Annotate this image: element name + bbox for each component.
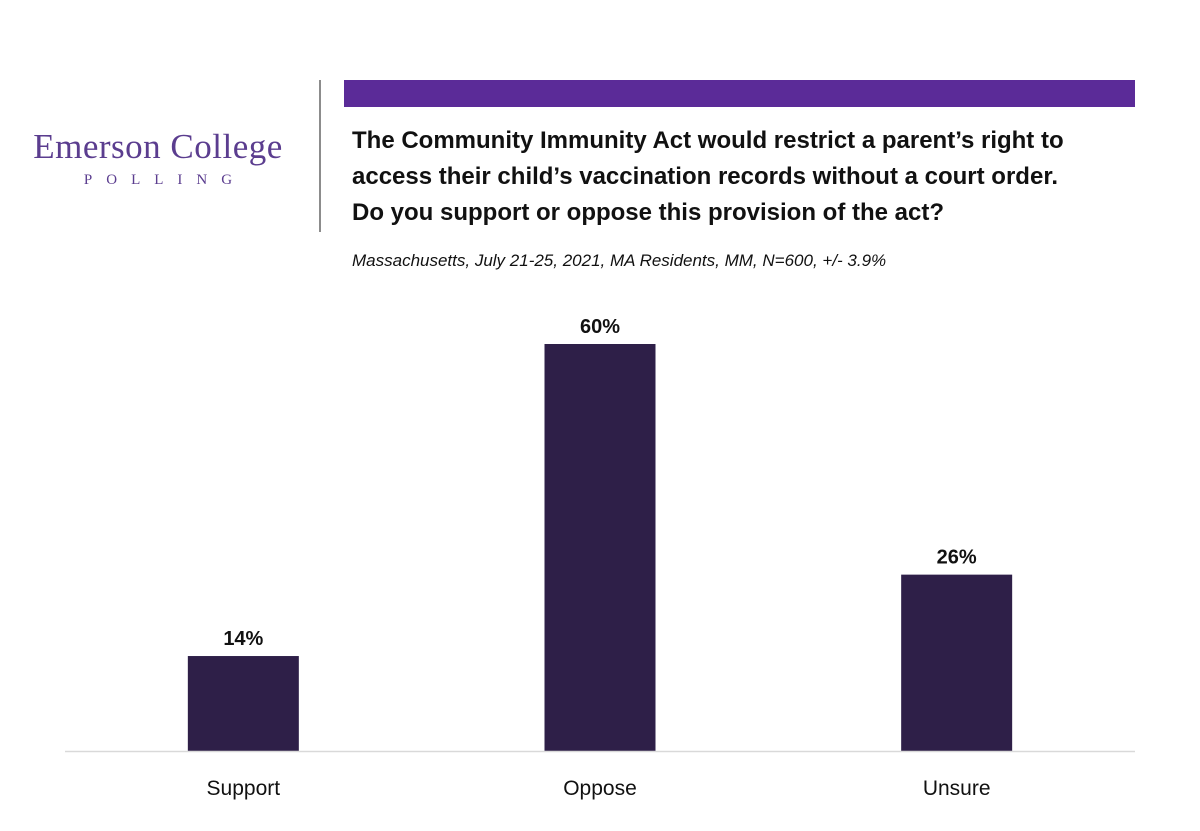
logo-subtitle: POLLING — [83, 172, 247, 188]
accent-bar — [344, 80, 1135, 107]
bar-oppose — [544, 344, 656, 751]
logo-name: Emerson College — [33, 127, 283, 166]
chart-title-line-1: The Community Immunity Act would restric… — [352, 127, 1064, 154]
emerson-college-polling-logo: Emerson College POLLING — [22, 128, 294, 189]
header-divider — [319, 80, 321, 232]
category-label-oppose: Oppose — [563, 777, 637, 800]
category-label-support: Support — [207, 777, 281, 800]
category-label-unsure: Unsure — [923, 777, 991, 800]
chart-subtitle: Massachusetts, July 21-25, 2021, MA Resi… — [352, 251, 887, 270]
chart-title-line-3: Do you support or oppose this provision … — [352, 199, 945, 226]
data-label-oppose: 60% — [580, 316, 620, 338]
chart-title-line-2: access their child’s vaccination records… — [352, 163, 1058, 190]
data-label-support: 14% — [223, 628, 263, 650]
data-label-unsure: 26% — [937, 547, 977, 569]
bar-unsure — [901, 574, 1013, 751]
bar-support — [187, 656, 299, 751]
chart-title: The Community Immunity Act would restric… — [352, 123, 1172, 231]
